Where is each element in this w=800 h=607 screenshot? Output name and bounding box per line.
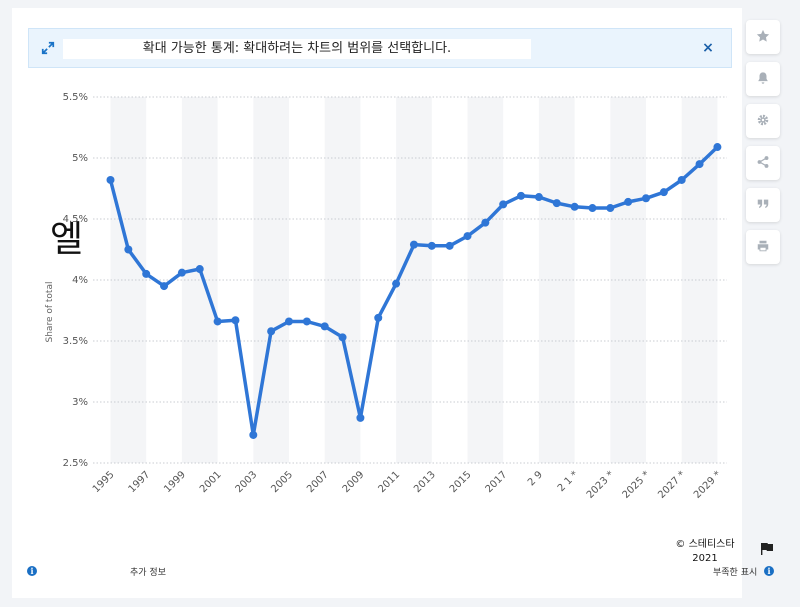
x-tick-label: 2009 (341, 469, 367, 495)
print-icon (756, 238, 770, 257)
data-point (213, 317, 222, 326)
credit: © 스테티스타 2021 (660, 538, 750, 566)
data-point (713, 143, 722, 152)
data-point (481, 218, 490, 227)
y-tick-label: 3% (72, 397, 88, 408)
settings-button[interactable] (746, 104, 780, 138)
data-point (517, 191, 526, 200)
x-tick-label: 2015 (448, 469, 474, 495)
x-tick-label: 2013 (412, 469, 438, 495)
data-point (463, 232, 472, 241)
y-tick-label: 2.5% (63, 458, 88, 469)
x-tick-label: 1995 (91, 469, 117, 495)
data-point (499, 200, 508, 209)
cite-button[interactable] (746, 188, 780, 222)
data-point (338, 333, 347, 342)
report-info-icon[interactable]: i (764, 566, 774, 576)
favorite-button[interactable] (746, 20, 780, 54)
x-tick-label: 2027 * (656, 469, 688, 501)
x-tick-label: 2 1 * (556, 469, 581, 494)
data-point (659, 188, 668, 197)
x-tick-label: 2011 (376, 469, 402, 495)
banner-text: 확대 가능한 통계: 확대하려는 차트의 범위를 선택합니다. (142, 41, 452, 56)
data-point (320, 322, 329, 331)
y-tick-label: 4% (72, 275, 88, 286)
data-point (124, 245, 133, 254)
data-point (409, 240, 418, 249)
flag-icon[interactable] (760, 540, 774, 555)
x-tick-label: 2003 (234, 469, 260, 495)
data-point (231, 316, 240, 325)
y-axis-title: Share of total (45, 282, 55, 343)
data-point (374, 313, 383, 322)
x-tick-label: 2029 * (692, 469, 724, 501)
info-icon[interactable]: i (27, 566, 37, 576)
overlay-glyph: 엘 (50, 219, 84, 260)
data-point (695, 160, 704, 169)
banner-text-box: 확대 가능한 통계: 확대하려는 차트의 범위를 선택합니다. (63, 39, 531, 59)
data-point (249, 430, 258, 439)
data-point (142, 269, 151, 278)
share-button[interactable] (746, 146, 780, 180)
gear-icon (756, 112, 770, 131)
y-tick-label: 5% (72, 153, 88, 164)
x-tick-label: 1997 (127, 469, 153, 495)
data-point (285, 317, 293, 326)
data-point (677, 175, 686, 184)
credit-line-1: © 스테티스타 (675, 539, 735, 550)
data-point (356, 413, 365, 422)
data-point (552, 199, 561, 208)
x-tick-label: 1999 (162, 469, 188, 495)
data-point (624, 197, 633, 206)
y-tick-label: 4.5% (63, 214, 88, 225)
y-tick-label: 5.5% (63, 92, 88, 103)
x-tick-label: 2001 (198, 469, 224, 495)
data-point (106, 175, 115, 184)
x-tick-label: 2017 (484, 469, 510, 495)
share-icon (756, 154, 770, 173)
report-link[interactable]: 부족한 표시 (713, 568, 758, 578)
y-tick-label: 3.5% (63, 336, 88, 347)
more-info-link[interactable]: 추가 정보 (130, 568, 166, 578)
data-point (606, 204, 615, 213)
data-point (267, 327, 276, 336)
data-point (427, 241, 436, 250)
x-tick-label: 2025 * (621, 469, 653, 501)
zoom-banner: 확대 가능한 통계: 확대하려는 차트의 범위를 선택합니다. × (28, 28, 732, 68)
print-button[interactable] (746, 230, 780, 264)
x-tick-label: 2007 (305, 469, 331, 495)
star-icon (756, 28, 770, 47)
data-point (642, 194, 650, 203)
data-point (177, 268, 186, 277)
quote-icon (756, 196, 770, 215)
data-point (570, 202, 579, 211)
x-tick-label: 2 9 (526, 469, 545, 488)
x-tick-label: 2005 (269, 469, 295, 495)
credit-line-2: 2021 (692, 553, 718, 564)
close-icon[interactable]: × (702, 40, 714, 56)
data-point (588, 204, 597, 213)
bell-icon (756, 70, 770, 89)
expand-icon[interactable] (41, 40, 59, 58)
data-point (445, 241, 454, 250)
x-tick-label: 2023 * (585, 469, 617, 501)
data-point (160, 282, 169, 291)
data-point (302, 317, 311, 326)
notify-button[interactable] (746, 62, 780, 96)
data-point (195, 265, 204, 274)
data-point (392, 279, 401, 288)
data-point (534, 193, 543, 202)
